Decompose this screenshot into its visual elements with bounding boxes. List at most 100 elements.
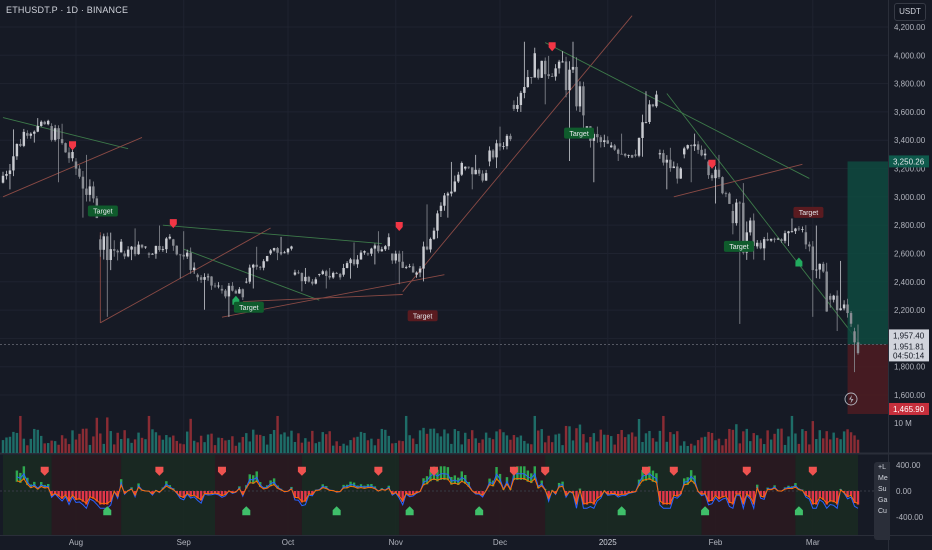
volume-bar: [241, 436, 245, 453]
volume-bar: [95, 417, 99, 453]
oscillator-bar: [71, 491, 74, 496]
candle: [658, 149, 662, 159]
sell-signal-marker: [708, 159, 716, 169]
volume-bar: [380, 428, 384, 453]
target-label: Target: [564, 127, 595, 139]
candle: [12, 129, 15, 177]
volume-bar: [742, 431, 745, 453]
volume-bar: [804, 431, 808, 453]
oscillator-bar: [575, 491, 578, 505]
time-axis-label: Aug: [69, 538, 83, 547]
candle: [60, 123, 64, 145]
oscillator-side-panel[interactable]: +L Me Su Ga Cu: [874, 462, 890, 540]
candle: [106, 232, 109, 317]
volume-bar: [696, 440, 700, 453]
time-axis-label: Nov: [389, 538, 403, 547]
volume-bars: [1, 415, 860, 453]
candle-body: [130, 246, 133, 250]
oscillator-bar: [822, 491, 825, 500]
candle-body: [683, 148, 686, 155]
candle-body: [411, 266, 415, 273]
candle-body: [46, 120, 50, 125]
volume-bar: [856, 439, 860, 453]
volume-bar: [269, 433, 272, 453]
volume-bar: [29, 438, 33, 453]
candle: [432, 227, 436, 240]
volume-bar: [815, 439, 818, 453]
volume-bar: [679, 445, 682, 453]
target-label: Target: [793, 206, 824, 218]
volume-bar: [175, 440, 178, 453]
oscillator-bar: [231, 491, 234, 493]
volume-bar: [46, 443, 50, 453]
target-label-text: Target: [729, 244, 749, 251]
volume-bar: [773, 433, 776, 453]
target-label-text: Target: [239, 305, 259, 312]
candle: [172, 238, 175, 251]
candle-body: [491, 150, 495, 158]
oscillator-bar: [196, 491, 199, 499]
countdown-tag: 04:50:14: [889, 349, 929, 362]
candle: [804, 225, 808, 250]
oscillator-bar: [151, 491, 154, 495]
oscillator-bar: [592, 491, 596, 505]
target-label-bg: [233, 301, 264, 313]
candle-body: [64, 143, 67, 153]
volume-bar: [724, 438, 728, 453]
oscillator-bar: [81, 491, 85, 502]
candle-body: [366, 253, 370, 255]
candle: [533, 47, 536, 78]
volume-bar: [543, 442, 547, 453]
support-trendline: [100, 227, 271, 324]
candle: [213, 282, 217, 288]
oscillator-bar: [210, 491, 213, 494]
last-price-tag-text: 1,951.81: [893, 342, 925, 351]
volume-bar: [158, 435, 161, 453]
candle-body: [540, 60, 543, 78]
volume-bar: [276, 415, 279, 453]
candle: [415, 271, 418, 278]
candle: [811, 241, 815, 317]
volume-bar: [808, 444, 811, 453]
candle: [818, 263, 821, 279]
currency-button[interactable]: USDT: [894, 3, 926, 21]
candle: [248, 264, 251, 284]
volume-bar: [547, 435, 550, 453]
candle-body: [133, 246, 137, 255]
oscillator-bar: [811, 491, 815, 505]
candle: [366, 252, 370, 256]
candle-body: [78, 168, 81, 177]
position-profit-zone[interactable]: [847, 161, 888, 345]
candle: [453, 175, 457, 193]
candle-body: [808, 244, 811, 247]
candle-body: [703, 153, 707, 156]
candle: [85, 154, 88, 202]
price-axis-tick-label: 4,200.00: [894, 23, 926, 32]
candle: [258, 265, 262, 271]
volume-bar: [53, 441, 57, 453]
candle: [842, 300, 846, 311]
candle: [728, 192, 731, 204]
oscillator-bar: [241, 491, 245, 496]
candle: [491, 148, 495, 160]
candle: [470, 167, 474, 190]
position-loss-zone[interactable]: [847, 344, 888, 414]
volume-bar: [658, 430, 662, 453]
oscillator-bar: [224, 491, 227, 495]
candle: [154, 245, 158, 259]
volume-bar: [206, 434, 210, 453]
candle: [113, 240, 116, 257]
volume-bar: [603, 434, 606, 453]
lightning-icon[interactable]: [844, 392, 858, 406]
candle-body: [801, 229, 804, 230]
candle: [828, 293, 832, 308]
candle: [359, 250, 363, 260]
oscillator-bar: [596, 491, 599, 499]
volume-bar: [582, 434, 585, 453]
volume-bar: [436, 433, 439, 453]
volume-bar: [67, 444, 71, 453]
oscillator-bar: [728, 491, 731, 504]
candle-body: [603, 140, 606, 143]
